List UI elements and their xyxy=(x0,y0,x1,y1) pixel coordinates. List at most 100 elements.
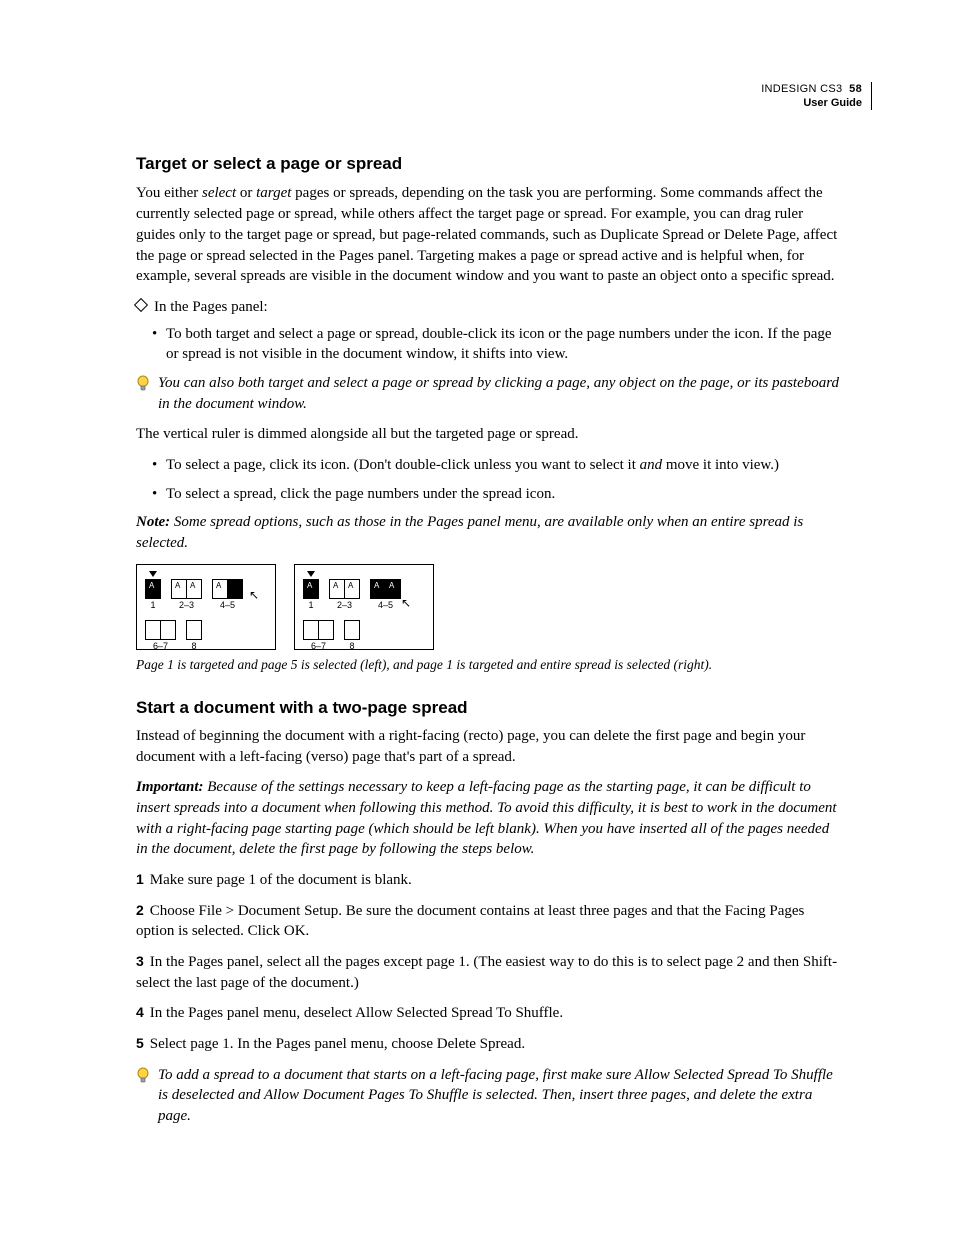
step-number: 4 xyxy=(136,1004,144,1020)
bullet-item: To both target and select a page or spre… xyxy=(152,324,842,365)
spread-2-3-stack: A A 2–3 xyxy=(171,571,202,610)
header-line-1: INDESIGN CS3 58 xyxy=(761,82,862,96)
page-label: 1 xyxy=(308,601,313,610)
page-1-stack: A 1 xyxy=(303,571,319,610)
page-label: 2–3 xyxy=(337,601,352,610)
bullet-text: To select a page, click its icon. (Don't… xyxy=(166,457,640,473)
page-label: 8 xyxy=(191,642,196,651)
diamond-icon xyxy=(134,298,148,312)
target-marker-icon xyxy=(307,571,315,577)
bullet-item: To select a spread, click the page numbe… xyxy=(152,484,842,505)
page-label: 1 xyxy=(150,601,155,610)
text-fragment: or xyxy=(236,185,256,201)
spread-6-7-stack: 6–7 xyxy=(303,620,334,651)
figure-caption: Page 1 is targeted and page 5 is selecte… xyxy=(136,656,842,675)
note: Note: Some spread options, such as those… xyxy=(136,512,842,553)
spread-4-5-stack: A A 4–5 xyxy=(370,571,401,610)
important-body: Because of the settings necessary to kee… xyxy=(136,779,837,857)
page-thumb xyxy=(186,620,202,640)
section-1-title: Target or select a page or spread xyxy=(136,152,842,175)
step-number: 2 xyxy=(136,902,144,918)
tip-2: To add a spread to a document that start… xyxy=(136,1065,842,1127)
tip-text: To add a spread to a document that start… xyxy=(158,1065,842,1127)
page-number: 58 xyxy=(849,83,862,95)
header-subtitle: User Guide xyxy=(761,96,862,110)
steps-list: 1 Make sure page 1 of the document is bla… xyxy=(136,870,842,1055)
page-label: 4–5 xyxy=(378,601,393,610)
page-thumb xyxy=(303,620,319,640)
note-body: Some spread options, such as those in th… xyxy=(136,514,803,551)
step-text: Select page 1. In the Pages panel menu, … xyxy=(150,1036,525,1052)
section-2-intro: Instead of beginning the document with a… xyxy=(136,726,842,767)
page-8-stack: 8 xyxy=(186,620,202,651)
step-item: 5 Select page 1. In the Pages panel menu,… xyxy=(136,1034,842,1055)
figure-panel-right: A 1 A A 2–3 A xyxy=(294,564,434,650)
page-thumb xyxy=(145,620,161,640)
page-thumb xyxy=(344,620,360,640)
page-label: 2–3 xyxy=(179,601,194,610)
bullet-list-2: To select a page, click its icon. (Don't… xyxy=(136,455,842,504)
lightbulb-icon xyxy=(136,1067,150,1092)
section-2-title: Start a document with a two-page spread xyxy=(136,696,842,719)
page-thumb: A xyxy=(329,579,345,599)
diamond-text: In the Pages panel: xyxy=(154,299,268,315)
bullet-text: To both target and select a page or spre… xyxy=(166,326,832,363)
spread-4-5-stack: A 4–5 xyxy=(212,571,243,610)
page-thumb: A xyxy=(187,579,202,599)
tip-1: You can also both target and select a pa… xyxy=(136,373,842,414)
step-item: 3In the Pages panel, select all the page… xyxy=(136,952,842,993)
bullet-list-1: To both target and select a page or spre… xyxy=(136,324,842,365)
step-item: 2Choose File > Document Setup. Be sure t… xyxy=(136,901,842,942)
after-tip-para: The vertical ruler is dimmed alongside a… xyxy=(136,424,842,445)
page-thumb-1: A xyxy=(145,579,161,599)
page-thumb-selected: A xyxy=(370,579,386,599)
note-label: Note: xyxy=(136,514,170,530)
step-text: Make sure page 1 of the document is blan… xyxy=(150,872,412,888)
step-number: 1 xyxy=(136,871,144,887)
emphasis-and: and xyxy=(640,457,663,473)
page-1-stack: A 1 xyxy=(145,571,161,610)
bullet-text: move it into view.) xyxy=(662,457,779,473)
text-fragment: You either xyxy=(136,185,202,201)
step-item: 4 In the Pages panel menu, deselect Allow… xyxy=(136,1003,842,1024)
page-thumb-1: A xyxy=(303,579,319,599)
step-item: 1 Make sure page 1 of the document is bla… xyxy=(136,870,842,891)
step-text: In the Pages panel menu, deselect Allow … xyxy=(150,1005,563,1021)
section-1-intro: You either select or target pages or spr… xyxy=(136,183,842,286)
page-content: Target or select a page or spread You ei… xyxy=(136,152,842,1127)
page-thumb xyxy=(161,620,176,640)
product-name: INDESIGN CS3 xyxy=(761,83,842,95)
page-thumb-selected xyxy=(228,579,243,599)
spread-6-7-stack: 6–7 xyxy=(145,620,176,651)
step-number: 3 xyxy=(136,953,144,969)
bullet-text: To select a spread, click the page numbe… xyxy=(166,486,555,502)
page-thumb xyxy=(319,620,334,640)
page-thumb: A xyxy=(212,579,228,599)
page-label: 4–5 xyxy=(220,601,235,610)
figure-panel-left: A 1 A A 2–3 A xyxy=(136,564,276,650)
page-thumb: A xyxy=(345,579,360,599)
diamond-lead: In the Pages panel: xyxy=(136,297,842,318)
emphasis-select: select xyxy=(202,185,236,201)
running-header: INDESIGN CS3 58 User Guide xyxy=(761,82,862,111)
target-marker-icon xyxy=(149,571,157,577)
spread-2-3-stack: A A 2–3 xyxy=(329,571,360,610)
header-rule xyxy=(871,82,872,110)
page-thumb-selected: A xyxy=(386,579,401,599)
page-label: 6–7 xyxy=(311,642,326,651)
page-label: 6–7 xyxy=(153,642,168,651)
page-8-stack: 8 xyxy=(344,620,360,651)
important-label: Important: xyxy=(136,779,204,795)
emphasis-target: target xyxy=(256,185,291,201)
step-number: 5 xyxy=(136,1035,144,1051)
bullet-item: To select a page, click its icon. (Don't… xyxy=(152,455,842,476)
figure-row: A 1 A A 2–3 A xyxy=(136,564,842,650)
step-text: Choose File > Document Setup. Be sure th… xyxy=(136,903,804,940)
document-page: INDESIGN CS3 58 User Guide Target or sel… xyxy=(0,0,954,1235)
page-label: 8 xyxy=(349,642,354,651)
important-note: Important: Because of the settings neces… xyxy=(136,777,842,860)
step-text: In the Pages panel, select all the pages… xyxy=(136,954,837,991)
page-thumb: A xyxy=(171,579,187,599)
tip-text: You can also both target and select a pa… xyxy=(158,373,842,414)
lightbulb-icon xyxy=(136,375,150,400)
